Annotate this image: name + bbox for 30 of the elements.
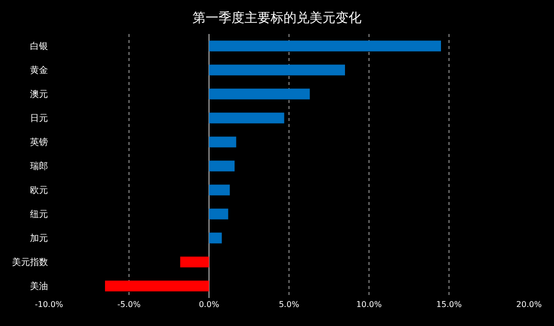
- y-tick-label: 美油: [30, 281, 48, 292]
- bar: [209, 184, 230, 196]
- y-tick-label: 黄金: [30, 65, 48, 76]
- y-tick-label: 日元: [30, 113, 48, 124]
- bar: [209, 112, 284, 124]
- x-tick-label: -5.0%: [117, 300, 141, 309]
- x-tick-label: 20.0%: [516, 300, 542, 309]
- bar: [209, 232, 222, 244]
- bar: [209, 64, 345, 76]
- y-tick-label: 白银: [30, 41, 48, 52]
- bar: [209, 88, 310, 100]
- bar: [105, 280, 209, 292]
- y-tick-label: 瑞郎: [30, 161, 48, 172]
- y-tick-label: 加元: [30, 233, 48, 244]
- x-tick-label: 5.0%: [278, 300, 300, 309]
- bar: [180, 256, 209, 268]
- y-tick-label: 英镑: [30, 137, 48, 148]
- chart-title: 第一季度主要标的兑美元变化: [192, 10, 362, 26]
- x-tick-label: 15.0%: [436, 300, 462, 309]
- bar: [209, 208, 228, 220]
- bar: [209, 160, 235, 172]
- x-tick-label: 0.0%: [198, 300, 220, 309]
- y-tick-label: 美元指数: [12, 257, 48, 268]
- x-tick-label: 10.0%: [356, 300, 382, 309]
- y-tick-label: 纽元: [30, 209, 48, 220]
- x-tick-label: -10.0%: [34, 300, 64, 309]
- bar: [209, 136, 236, 148]
- y-tick-label: 欧元: [30, 185, 48, 196]
- bar: [209, 40, 441, 52]
- y-tick-label: 澳元: [30, 89, 48, 100]
